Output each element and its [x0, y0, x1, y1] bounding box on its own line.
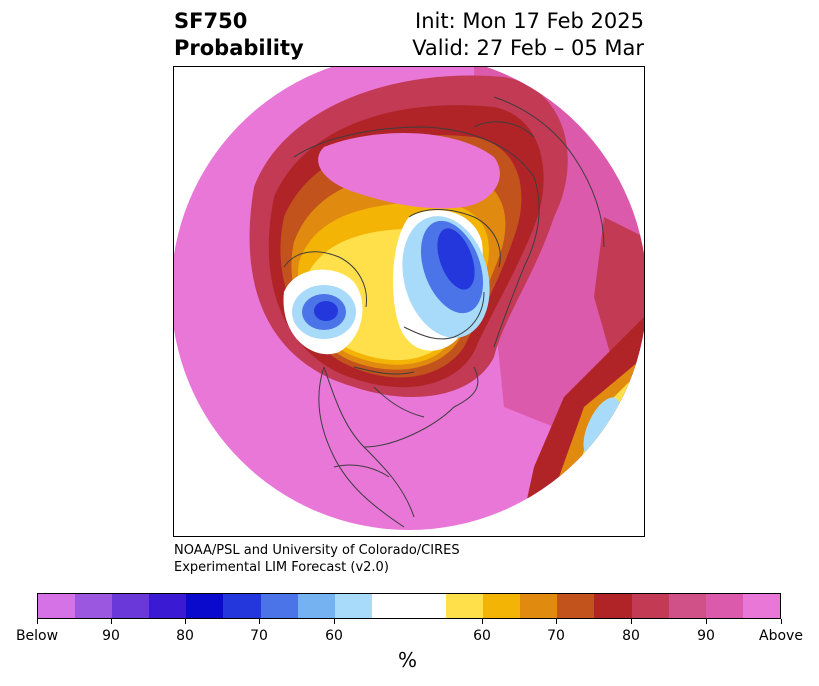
field-lightblue-atlantic [583, 397, 621, 457]
colorbar-segment [334, 594, 372, 618]
colorbar-segment [668, 594, 706, 618]
colorbar-tick-label: Below [15, 628, 59, 644]
colorbar-tickmark [111, 619, 112, 624]
colorbar-segment [260, 594, 298, 618]
title-line-2: Probability [174, 36, 304, 60]
colorbar-tickmark [185, 619, 186, 624]
colorbar-segment [483, 594, 521, 618]
colorbar-tickmark [37, 619, 38, 624]
credit-text: NOAA/PSL and University of Colorado/CIRE… [174, 542, 460, 576]
colorbar-tickmark [334, 619, 335, 624]
colorbar-segment [594, 594, 632, 618]
colorbar-tick-label: 80 [176, 628, 194, 644]
colorbar-tick-label: 90 [697, 628, 715, 644]
colorbar-segment [520, 594, 558, 618]
probability-colorbar [37, 593, 781, 619]
colorbar-segment [149, 594, 187, 618]
colorbar-segment [75, 594, 113, 618]
field-deepblue-west [314, 301, 338, 321]
colorbar-segment [112, 594, 150, 618]
colorbar-units-label: % [398, 648, 418, 672]
colorbar-segment [705, 594, 743, 618]
colorbar-tickmark [482, 619, 483, 624]
colorbar-tickmark [781, 619, 782, 624]
colorbar-segment [631, 594, 669, 618]
colorbar-tickmark [706, 619, 707, 624]
colorbar-segment [186, 594, 224, 618]
colorbar-tick-label: 70 [547, 628, 565, 644]
colorbar-segment [742, 594, 780, 618]
valid-dates: Valid: 27 Feb – 05 Mar [412, 36, 644, 60]
probability-field [174, 67, 644, 530]
colorbar-tick-label: 90 [102, 628, 120, 644]
colorbar-tick-label: 70 [250, 628, 268, 644]
colorbar-segment [223, 594, 261, 618]
colorbar-tick-label: 60 [325, 628, 343, 644]
colorbar-segment [297, 594, 335, 618]
probability-map [174, 67, 644, 530]
init-date: Init: Mon 17 Feb 2025 [415, 9, 644, 33]
colorbar-segment [557, 594, 595, 618]
colorbar-tickmark [631, 619, 632, 624]
colorbar-tickmark [556, 619, 557, 624]
colorbar-segment [38, 594, 76, 618]
map-panel [173, 66, 645, 537]
colorbar-tickmark [259, 619, 260, 624]
colorbar-tick-label: Above [759, 628, 803, 644]
title-line-1: SF750 [174, 9, 248, 33]
colorbar-segment [446, 594, 484, 618]
credit-line-2: Experimental LIM Forecast (v2.0) [174, 560, 389, 575]
credit-line-1: NOAA/PSL and University of Colorado/CIRE… [174, 543, 460, 558]
colorbar-segment [371, 594, 447, 618]
field-deepblue-pole [437, 228, 475, 290]
coastlines [283, 96, 605, 528]
field-pink-north [318, 133, 500, 209]
colorbar-tick-label: 80 [622, 628, 640, 644]
forecast-dates: Init: Mon 17 Feb 2025 Valid: 27 Feb – 05… [412, 8, 644, 62]
colorbar-tick-label: 60 [473, 628, 491, 644]
map-title: SF750 Probability [174, 8, 304, 62]
